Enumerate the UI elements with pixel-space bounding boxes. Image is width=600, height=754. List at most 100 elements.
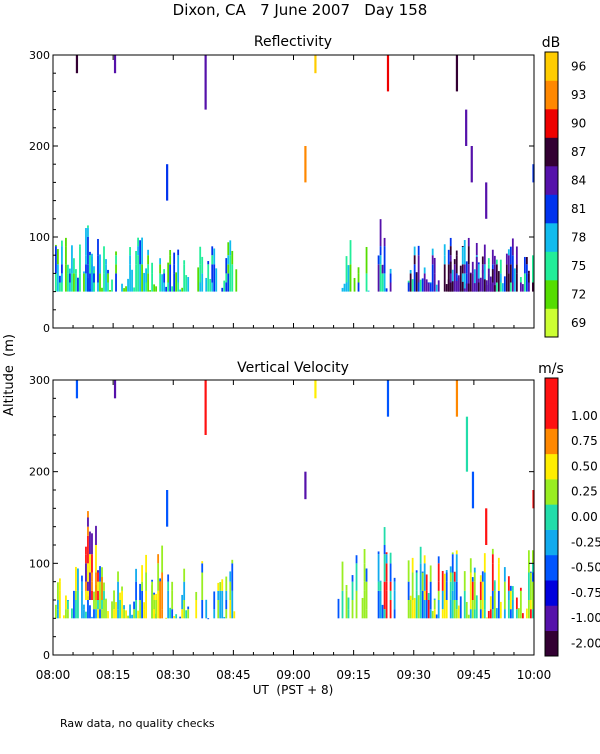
echo-cell bbox=[532, 563, 534, 573]
echo-cell bbox=[469, 600, 472, 610]
echo-cell bbox=[135, 581, 137, 600]
echo-cell bbox=[341, 572, 344, 591]
echo-cell bbox=[145, 554, 147, 573]
echo-cell bbox=[151, 590, 153, 610]
echo-cell bbox=[441, 590, 444, 610]
echo-cell bbox=[443, 573, 446, 600]
x-tick-label: 09:30 bbox=[396, 668, 431, 682]
echo-cell bbox=[507, 600, 510, 619]
echo-cell bbox=[479, 581, 482, 600]
echo-cell bbox=[207, 264, 210, 292]
echo-cell bbox=[91, 554, 93, 573]
echo-cell bbox=[233, 611, 236, 619]
echo-cell bbox=[377, 255, 380, 265]
echo-cell bbox=[133, 287, 135, 292]
echo-cell bbox=[63, 615, 65, 619]
echo-cell bbox=[349, 240, 352, 265]
echo-cell bbox=[181, 594, 184, 610]
echo-cell bbox=[229, 240, 232, 256]
echo-cell bbox=[143, 602, 145, 610]
velocity-title: Vertical Velocity bbox=[237, 360, 349, 376]
x-tick-label: 10:00 bbox=[517, 668, 552, 682]
echo-cell bbox=[385, 590, 388, 619]
echo-cell bbox=[97, 590, 99, 600]
echo-cell bbox=[383, 609, 386, 619]
echo-cell bbox=[173, 616, 176, 619]
echo-cell bbox=[509, 246, 512, 265]
echo-cell bbox=[115, 264, 117, 274]
echo-cell bbox=[423, 590, 426, 600]
echo-cell bbox=[229, 282, 232, 292]
echo-cell bbox=[101, 609, 103, 619]
echo-cell bbox=[131, 614, 133, 619]
echo-cell bbox=[139, 583, 141, 600]
echo-cell bbox=[103, 590, 105, 600]
echo-cell bbox=[215, 282, 218, 292]
echo-cell bbox=[117, 581, 119, 610]
echo-cell bbox=[429, 609, 432, 619]
echo-cell bbox=[57, 264, 59, 292]
echo-cell bbox=[529, 600, 532, 610]
echo-cell bbox=[201, 600, 204, 619]
echo-cell bbox=[167, 262, 170, 283]
echo-cell bbox=[423, 600, 426, 619]
echo-cell bbox=[459, 282, 462, 292]
echo-cell bbox=[393, 577, 396, 582]
colorbar-frame bbox=[544, 377, 559, 657]
echo-cell bbox=[481, 609, 484, 619]
echo-cell bbox=[95, 600, 97, 610]
echo-cell bbox=[229, 571, 232, 582]
shared-y-axis-label: Altitude (m) bbox=[2, 334, 17, 416]
echo-cell bbox=[389, 552, 392, 564]
echo-cell bbox=[515, 597, 518, 610]
echo-cell bbox=[532, 550, 534, 564]
echo-cell bbox=[89, 554, 91, 573]
echo-cell bbox=[65, 246, 67, 265]
echo-cell bbox=[511, 238, 514, 256]
echo-cell bbox=[377, 264, 380, 292]
echo-cell bbox=[97, 282, 99, 292]
echo-cell bbox=[161, 609, 164, 619]
colorbar-swatch bbox=[545, 630, 558, 657]
echo-cell bbox=[425, 590, 428, 600]
echo-cell bbox=[381, 604, 384, 619]
echo-cell bbox=[467, 283, 470, 292]
echo-cell bbox=[429, 282, 432, 284]
echo-cell bbox=[431, 264, 434, 292]
echo-cell bbox=[117, 571, 119, 582]
echo-cell bbox=[83, 282, 85, 292]
echo-cell bbox=[527, 550, 530, 573]
echo-cell bbox=[503, 276, 506, 292]
echo-cell bbox=[481, 264, 484, 292]
echo-cell bbox=[91, 581, 93, 591]
echo-cell bbox=[59, 590, 61, 600]
echo-cell bbox=[171, 590, 174, 610]
y-tick-label: 200 bbox=[29, 466, 50, 479]
echo-cell bbox=[427, 282, 430, 284]
echo-cell bbox=[355, 563, 358, 591]
echo-cell bbox=[77, 568, 79, 591]
isolated-echo bbox=[485, 182, 488, 219]
echo-cell bbox=[525, 273, 528, 292]
colorbar-swatch bbox=[545, 605, 558, 632]
colorbar-label: 0.75 bbox=[571, 434, 598, 448]
echo-cell bbox=[75, 566, 77, 591]
echo-cell bbox=[119, 600, 121, 619]
echo-cell bbox=[437, 581, 440, 591]
echo-cell bbox=[97, 255, 99, 283]
echo-cell bbox=[55, 244, 57, 247]
echo-cell bbox=[87, 563, 89, 582]
echo-cell bbox=[177, 255, 180, 283]
isolated-echo bbox=[75, 55, 79, 74]
colorbar-swatch bbox=[545, 529, 558, 556]
colorbar-swatch bbox=[545, 554, 558, 581]
echo-cell bbox=[521, 284, 524, 292]
echo-cell bbox=[99, 581, 101, 610]
echo-cell bbox=[115, 255, 117, 265]
echo-cell bbox=[509, 590, 512, 610]
echo-cell bbox=[435, 614, 438, 619]
echo-cell bbox=[187, 609, 190, 619]
echo-cell bbox=[463, 240, 466, 265]
echo-cell bbox=[379, 219, 382, 237]
echo-cell bbox=[153, 600, 156, 610]
